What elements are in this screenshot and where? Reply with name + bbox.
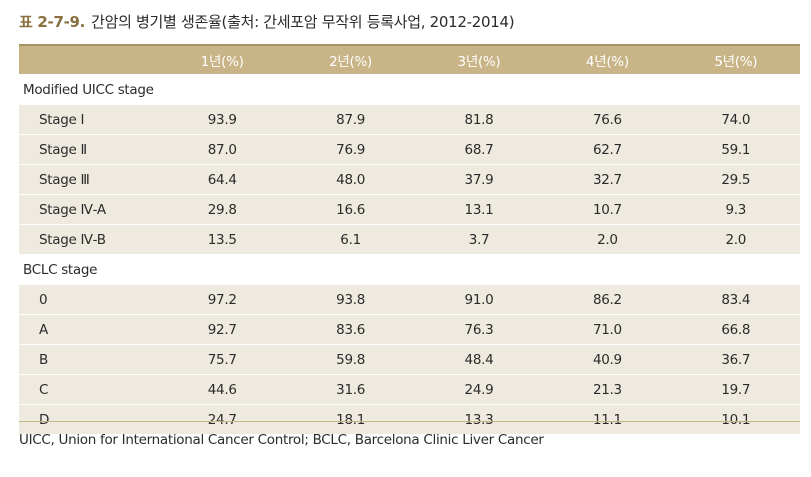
group-row-bclc: BCLC stage	[19, 254, 800, 284]
value-cell: 24.9	[464, 381, 494, 398]
value-cell: 92.7	[207, 321, 237, 338]
table-title: 간암의 병기별 생존율(출처: 간세포암 무작위 등록사업, 2012-2014…	[91, 13, 515, 31]
value-cell: 21.3	[592, 381, 622, 398]
value-cell: 18.1	[336, 411, 366, 428]
value-cell: 75.7	[207, 351, 237, 368]
table-row: C 44.6 31.6 24.9 21.3 19.7	[19, 374, 800, 404]
value-cell: 76.3	[464, 321, 494, 338]
value-cell: 11.1	[592, 411, 622, 428]
group-row-uicc: Modified UICC stage	[19, 74, 800, 104]
header-cell-year5: 5년(%)	[714, 54, 758, 70]
value-cell: 66.8	[721, 321, 751, 338]
value-cell: 10.7	[592, 201, 622, 218]
value-cell: 97.2	[207, 291, 237, 308]
value-cell: 44.6	[207, 381, 237, 398]
table-row: Stage Ⅳ-B 13.5 6.1 3.7 2.0 2.0	[19, 224, 800, 254]
value-cell: 10.1	[721, 411, 751, 428]
table-header-row: 1년(%) 2년(%) 3년(%) 4년(%) 5년(%)	[19, 44, 800, 74]
value-cell: 91.0	[464, 291, 494, 308]
stage-label: D	[39, 411, 50, 428]
value-cell: 83.6	[336, 321, 366, 338]
stage-label: Stage Ⅳ-A	[39, 201, 106, 218]
value-cell: 62.7	[592, 141, 622, 158]
value-cell: 19.7	[721, 381, 751, 398]
value-cell: 68.7	[464, 141, 494, 158]
value-cell: 32.7	[592, 171, 622, 188]
value-cell: 76.6	[592, 111, 622, 128]
value-cell: 36.7	[721, 351, 751, 368]
table-number: 표 2-7-9.	[19, 13, 86, 31]
header-cell-year4: 4년(%)	[585, 54, 629, 70]
value-cell: 48.4	[464, 351, 494, 368]
value-cell: 29.5	[721, 171, 751, 188]
value-cell: 31.6	[336, 381, 366, 398]
table-footnote: UICC, Union for International Cancer Con…	[19, 432, 544, 448]
table-row: D 24.7 18.1 13.3 11.1 10.1	[19, 404, 800, 434]
value-cell: 29.8	[207, 201, 237, 218]
value-cell: 3.7	[468, 231, 490, 248]
value-cell: 93.9	[207, 111, 237, 128]
stage-label: Stage Ⅱ	[39, 141, 87, 158]
value-cell: 2.0	[725, 231, 747, 248]
value-cell: 64.4	[207, 171, 237, 188]
value-cell: 24.7	[207, 411, 237, 428]
value-cell: 93.8	[336, 291, 366, 308]
value-cell: 9.3	[725, 201, 747, 218]
table-row: Stage Ⅱ 87.0 76.9 68.7 62.7 59.1	[19, 134, 800, 164]
value-cell: 48.0	[336, 171, 366, 188]
value-cell: 87.9	[336, 111, 366, 128]
value-cell: 83.4	[721, 291, 751, 308]
value-cell: 13.1	[464, 201, 494, 218]
value-cell: 87.0	[207, 141, 237, 158]
value-cell: 86.2	[592, 291, 622, 308]
value-cell: 37.9	[464, 171, 494, 188]
table-row: Stage Ⅰ 93.9 87.9 81.8 76.6 74.0	[19, 104, 800, 134]
value-cell: 13.3	[464, 411, 494, 428]
stage-label: B	[39, 351, 48, 368]
header-cell-year1: 1년(%)	[200, 54, 244, 70]
table-row: 0 97.2 93.8 91.0 86.2 83.4	[19, 284, 800, 314]
table-bottom-border	[19, 421, 800, 422]
value-cell: 2.0	[597, 231, 618, 248]
table-row: A 92.7 83.6 76.3 71.0 66.8	[19, 314, 800, 344]
value-cell: 6.1	[340, 231, 361, 248]
value-cell: 74.0	[721, 111, 751, 128]
table-row: B 75.7 59.8 48.4 40.9 36.7	[19, 344, 800, 374]
value-cell: 59.8	[336, 351, 366, 368]
value-cell: 40.9	[592, 351, 622, 368]
header-cell-year2: 2년(%)	[329, 54, 373, 70]
group-label: Modified UICC stage	[23, 81, 154, 98]
stage-label: A	[39, 321, 48, 338]
stage-label: C	[39, 381, 49, 398]
value-cell: 81.8	[464, 111, 494, 128]
value-cell: 76.9	[336, 141, 366, 158]
stage-label: Stage Ⅰ	[39, 111, 85, 128]
stage-label: Stage Ⅲ	[39, 171, 90, 188]
value-cell: 71.0	[592, 321, 622, 338]
value-cell: 13.5	[207, 231, 237, 248]
table-caption: 표 2-7-9. 간암의 병기별 생존율(출처: 간세포암 무작위 등록사업, 2…	[19, 11, 515, 32]
table-row: Stage Ⅳ-A 29.8 16.6 13.1 10.7 9.3	[19, 194, 800, 224]
stage-label: Stage Ⅳ-B	[39, 231, 106, 248]
stage-label: 0	[39, 291, 48, 308]
table-row: Stage Ⅲ 64.4 48.0 37.9 32.7 29.5	[19, 164, 800, 194]
group-label: BCLC stage	[23, 261, 98, 278]
value-cell: 59.1	[721, 141, 751, 158]
survival-table: 1년(%) 2년(%) 3년(%) 4년(%) 5년(%) Modified U…	[19, 44, 800, 434]
header-cell-year3: 3년(%)	[457, 54, 501, 70]
value-cell: 16.6	[336, 201, 366, 218]
